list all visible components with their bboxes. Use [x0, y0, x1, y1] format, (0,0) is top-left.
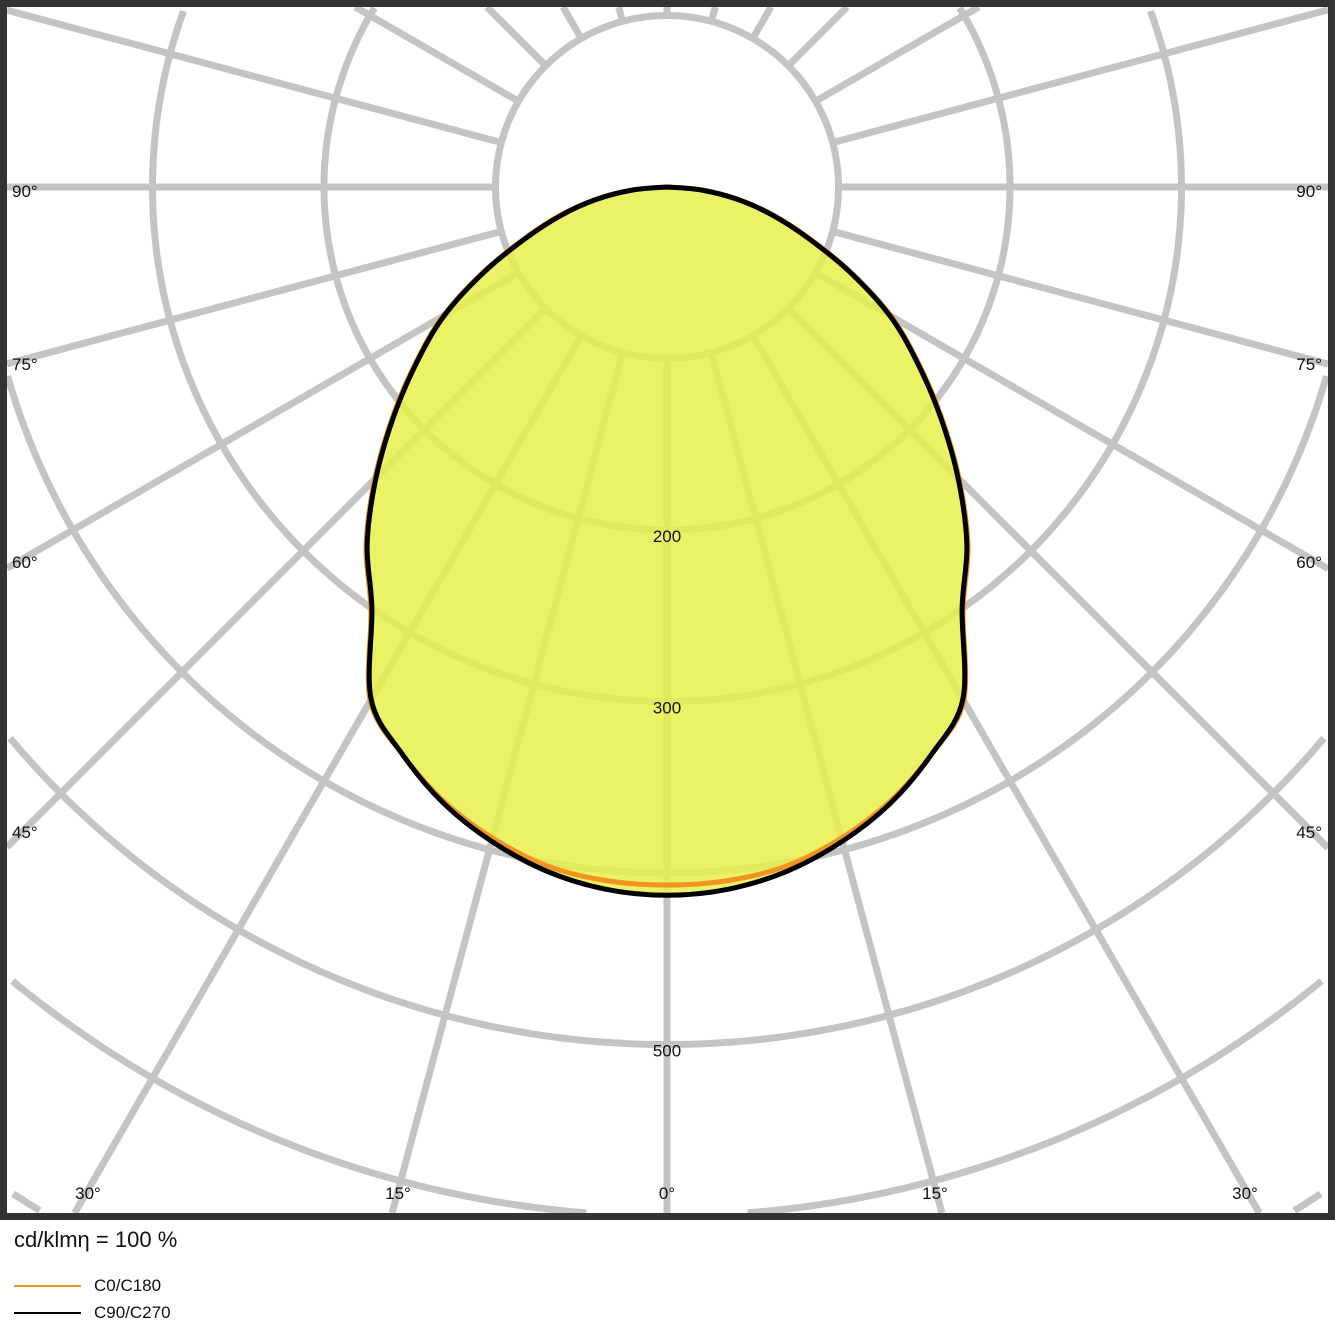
grid-ring-700 — [11, 1190, 1323, 1213]
grid-spoke-75 — [831, 228, 1328, 368]
grid-spoke-135 — [785, 7, 850, 69]
grid-spoke-165 — [708, 7, 719, 23]
legend-label: C0/C180 — [94, 1276, 162, 1295]
grid-ring-500 — [7, 735, 1327, 1048]
grid-spoke-105 — [831, 7, 1328, 146]
radial-tick-label-300: 300 — [653, 699, 681, 718]
angle-label-right: 90° — [1296, 182, 1322, 201]
angle-label-bottom: 30° — [1232, 1184, 1258, 1203]
angle-label-bottom: 15° — [385, 1184, 411, 1203]
intensity-fill-area — [367, 187, 967, 896]
angle-label-right: 45° — [1296, 823, 1322, 842]
angle-label-right: 75° — [1296, 355, 1322, 374]
grid-spoke-120 — [813, 7, 981, 105]
angle-label-left: 45° — [12, 823, 38, 842]
grid-spoke-285 — [7, 228, 503, 368]
axis-labels: 200 300 500 90° 90° 75° 75° 60° 60° 45° 45° 30° 15° 0… — [12, 182, 1322, 1203]
legend-item-c0-c180: C0/C180 — [14, 1276, 161, 1296]
legend-swatch-orange — [14, 1285, 81, 1287]
legend-item-c90-c270: C90/C270 — [14, 1303, 171, 1323]
radial-tick-label-500: 500 — [653, 1042, 681, 1061]
grid-spoke-150 — [749, 7, 774, 41]
grid-spoke-210 — [560, 7, 585, 41]
intensity-curves — [363, 184, 971, 898]
legend-label: C90/C270 — [94, 1303, 171, 1322]
angle-label-left: 75° — [12, 355, 38, 374]
grid-spoke-195 — [615, 7, 626, 23]
angle-label-bottom: 30° — [75, 1184, 101, 1203]
grid-spoke-225 — [484, 7, 549, 69]
grid-spoke-240 — [353, 7, 521, 105]
unit-label: cd/klmη = 100 % — [14, 1227, 178, 1252]
angle-label-left: 90° — [12, 182, 38, 201]
angle-label-bottom: 0° — [659, 1184, 675, 1203]
grid-spoke-300 — [7, 269, 521, 572]
angle-label-left: 60° — [12, 553, 38, 572]
angle-label-bottom: 15° — [922, 1184, 948, 1203]
legend-swatch-black — [14, 1312, 81, 1314]
plot-frame — [0, 0, 1335, 1220]
angle-label-right: 60° — [1296, 553, 1322, 572]
grid-spoke-255 — [7, 7, 503, 146]
grid-ring-600 — [10, 978, 1324, 1213]
series-c90-c270-curve — [364, 184, 970, 898]
radial-tick-label-200: 200 — [653, 527, 681, 546]
grid-spoke-60 — [813, 269, 1328, 572]
